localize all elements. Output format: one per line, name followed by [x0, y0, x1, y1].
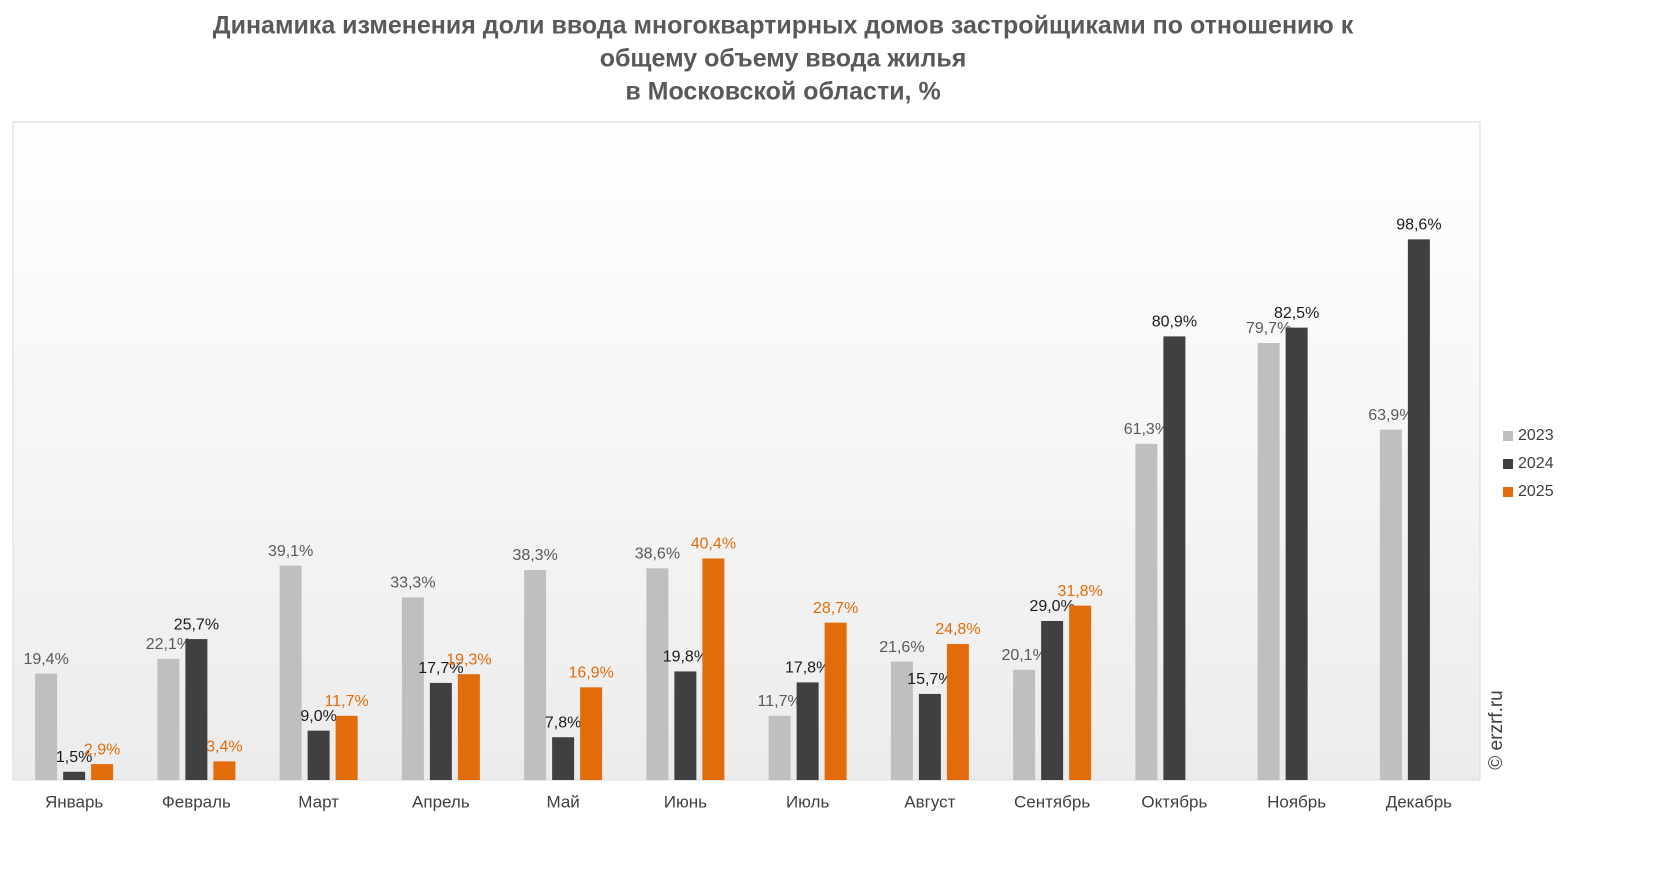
- x-tick-label: Апрель: [412, 792, 470, 811]
- bar: [429, 682, 452, 780]
- value-label: 11,7%: [325, 693, 369, 710]
- bar: [552, 737, 575, 780]
- bar: [702, 558, 725, 780]
- bar: [890, 661, 913, 780]
- bar: [768, 715, 791, 780]
- value-label: 40,4%: [691, 536, 736, 553]
- value-label: 25,7%: [174, 616, 219, 633]
- bar: [1285, 327, 1308, 780]
- bar: [457, 674, 480, 780]
- x-tick-label: Январь: [45, 792, 103, 811]
- plot-area: [12, 121, 1481, 781]
- legend-label: 2025: [1518, 483, 1554, 500]
- bar: [824, 622, 847, 780]
- x-tick-label: Июнь: [664, 792, 707, 811]
- value-label: 38,6%: [635, 546, 680, 563]
- bar: [796, 682, 819, 780]
- value-label: 21,6%: [879, 639, 924, 656]
- bar: [91, 764, 114, 780]
- bar: [674, 671, 697, 780]
- x-tick-label: Сентябрь: [1014, 792, 1090, 811]
- bar: [1407, 239, 1430, 781]
- value-label: 22,1%: [146, 636, 191, 653]
- bar: [213, 761, 236, 780]
- value-label: 17,7%: [418, 660, 463, 677]
- x-tick-label: Февраль: [162, 792, 231, 811]
- value-label: 63,9%: [1368, 407, 1413, 424]
- chart-title: Динамика изменения доли ввода многокварт…: [213, 12, 1354, 40]
- bar: [946, 644, 969, 780]
- legend-swatch: [1503, 487, 1513, 497]
- bar: [524, 569, 547, 780]
- bar: [35, 673, 58, 780]
- value-label: 19,4%: [23, 651, 68, 668]
- bar: [1041, 620, 1064, 780]
- x-tick-label: Март: [298, 792, 339, 811]
- value-label: 61,3%: [1124, 421, 1169, 438]
- bar: [1163, 336, 1186, 780]
- bar: [401, 597, 424, 780]
- bar: [1379, 429, 1402, 780]
- value-label: 38,3%: [512, 547, 557, 564]
- value-label: 7,8%: [545, 714, 581, 731]
- value-label: 17,8%: [785, 660, 830, 677]
- value-label: 29,0%: [1029, 598, 1074, 615]
- value-label: 28,7%: [813, 600, 858, 617]
- value-label: 98,6%: [1396, 217, 1441, 234]
- bar: [185, 639, 208, 780]
- value-label: 19,3%: [446, 651, 491, 668]
- bar: [580, 687, 603, 780]
- bar: [63, 771, 86, 780]
- bar: [1069, 605, 1092, 780]
- value-label: 2,9%: [84, 741, 120, 758]
- value-label: 24,8%: [935, 621, 980, 638]
- legend-swatch: [1503, 459, 1513, 469]
- value-label: 31,8%: [1057, 583, 1102, 600]
- bar: [157, 658, 180, 780]
- value-label: 20,1%: [1001, 647, 1046, 664]
- bar: [335, 715, 358, 780]
- value-label: 82,5%: [1274, 305, 1319, 322]
- value-label: 11,7%: [758, 693, 802, 710]
- value-label: 3,4%: [206, 739, 242, 756]
- watermark: © erzrf.ru: [1486, 690, 1507, 769]
- x-tick-label: Декабрь: [1386, 792, 1452, 811]
- bar: [1257, 342, 1280, 780]
- x-tick-label: Июль: [786, 792, 830, 811]
- chart-title: в Московской области, %: [625, 78, 940, 106]
- value-label: 19,8%: [663, 649, 708, 666]
- legend-label: 2023: [1518, 427, 1554, 444]
- bar: [1013, 669, 1036, 780]
- x-tick-label: Ноябрь: [1267, 792, 1326, 811]
- bar: [1135, 443, 1158, 780]
- value-label: 1,5%: [56, 749, 92, 766]
- value-label: 33,3%: [390, 575, 435, 592]
- x-tick-label: Август: [904, 792, 955, 811]
- bar: [646, 568, 669, 780]
- legend-label: 2024: [1518, 455, 1554, 472]
- x-tick-label: Май: [546, 792, 579, 811]
- legend-swatch: [1503, 431, 1513, 441]
- value-label: 16,9%: [568, 665, 613, 682]
- value-label: 15,7%: [907, 671, 952, 688]
- value-label: 80,9%: [1152, 314, 1197, 331]
- bar: [307, 730, 330, 780]
- value-label: 39,1%: [268, 543, 313, 560]
- bar: [279, 565, 302, 780]
- bar: [918, 693, 941, 780]
- chart-title: общему объему ввода жилья: [600, 45, 967, 73]
- x-tick-label: Октябрь: [1141, 792, 1207, 811]
- value-label: 79,7%: [1246, 320, 1291, 337]
- value-label: 9,0%: [300, 708, 336, 725]
